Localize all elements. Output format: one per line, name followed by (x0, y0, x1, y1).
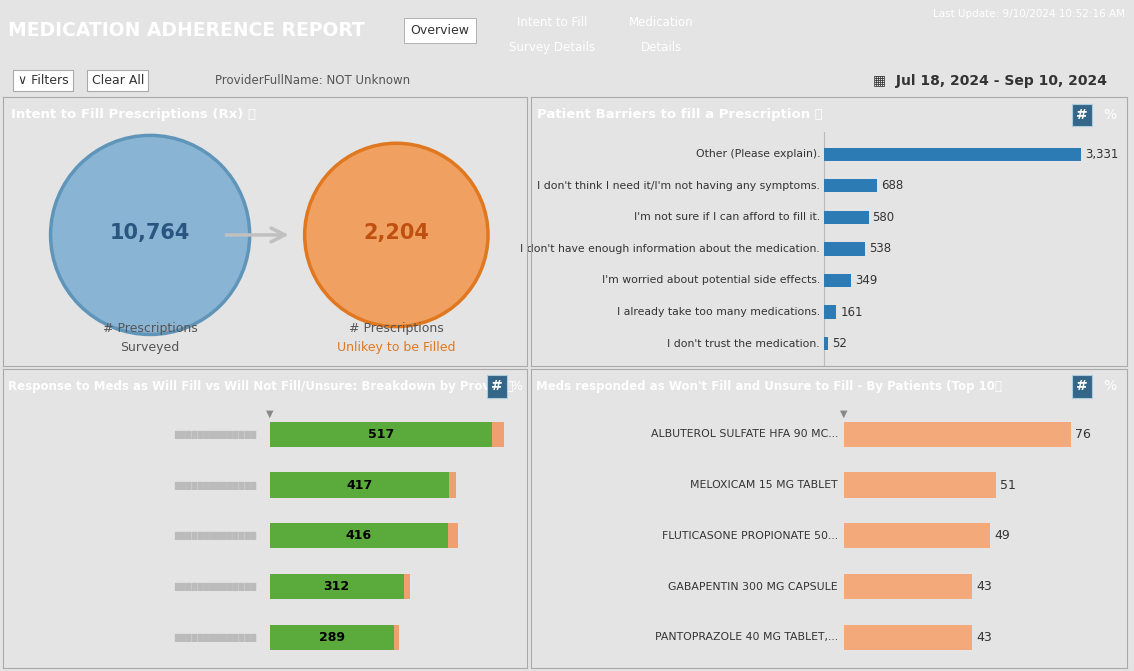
Bar (492, 421, 503, 447)
Text: Other (Please explain).: Other (Please explain). (695, 149, 820, 159)
Text: ProviderFullName: NOT Unknown: ProviderFullName: NOT Unknown (215, 74, 411, 87)
Text: ▼: ▼ (840, 409, 847, 419)
Text: MELOXICAM 15 MG TABLET: MELOXICAM 15 MG TABLET (691, 480, 838, 490)
Bar (824, 337, 828, 350)
Text: 161: 161 (840, 305, 863, 319)
Bar (844, 625, 972, 650)
Text: 76: 76 (1075, 428, 1091, 441)
Text: 52: 52 (831, 337, 847, 350)
Text: #: # (491, 380, 503, 393)
Bar (824, 305, 837, 319)
Text: I don't have enough information about the medication.: I don't have enough information about th… (521, 244, 820, 254)
Text: I already take too many medications.: I already take too many medications. (617, 307, 820, 317)
Text: Clear All: Clear All (92, 74, 144, 87)
Bar (824, 211, 869, 224)
Text: Survey Details: Survey Details (509, 42, 595, 54)
Text: ▦  Jul 18, 2024 - Sep 10, 2024: ▦ Jul 18, 2024 - Sep 10, 2024 (873, 74, 1107, 87)
Bar (844, 574, 972, 599)
Text: 3,331: 3,331 (1085, 148, 1118, 161)
Text: # Prescriptions: # Prescriptions (103, 322, 197, 335)
Text: GABAPENTIN 300 MG CAPSULE: GABAPENTIN 300 MG CAPSULE (668, 582, 838, 592)
Text: FLUTICASONE PROPIONATE 50...: FLUTICASONE PROPIONATE 50... (662, 531, 838, 541)
Text: ██████████████: ██████████████ (175, 582, 256, 591)
Text: 349: 349 (855, 274, 877, 287)
Bar (270, 574, 404, 599)
Text: ██████████████: ██████████████ (175, 430, 256, 439)
Text: ▼: ▼ (265, 409, 273, 419)
Text: 417: 417 (346, 478, 372, 492)
Text: %: % (1103, 380, 1116, 393)
Text: 416: 416 (346, 529, 372, 542)
Text: Medication: Medication (629, 16, 693, 29)
Text: ██████████████: ██████████████ (175, 531, 256, 540)
Text: 51: 51 (1000, 478, 1016, 492)
Bar (824, 242, 865, 256)
Text: Overview: Overview (411, 24, 469, 37)
Bar (270, 421, 492, 447)
Text: I'm worried about potential side effects.: I'm worried about potential side effects… (602, 276, 820, 285)
Bar (393, 625, 399, 650)
Bar (824, 274, 850, 287)
Bar (449, 472, 457, 498)
Bar (270, 625, 393, 650)
Bar (404, 574, 409, 599)
Bar (844, 472, 996, 498)
Bar (824, 179, 877, 193)
Text: 2,204: 2,204 (363, 223, 430, 243)
Text: 49: 49 (995, 529, 1010, 542)
Text: 10,764: 10,764 (110, 223, 191, 243)
Text: I don't trust the medication.: I don't trust the medication. (668, 339, 820, 349)
Text: #: # (1076, 108, 1089, 121)
Text: 43: 43 (976, 580, 992, 593)
Ellipse shape (305, 143, 488, 327)
Text: PANTOPRAZOLE 40 MG TABLET,...: PANTOPRAZOLE 40 MG TABLET,... (654, 632, 838, 642)
Text: %: % (510, 380, 523, 393)
Text: Intent to Fill: Intent to Fill (517, 16, 587, 29)
Bar (448, 523, 458, 548)
Text: I don't think I need it/I'm not having any symptoms.: I don't think I need it/I'm not having a… (538, 180, 820, 191)
Text: Patient Barriers to fill a Prescription ⓘ: Patient Barriers to fill a Prescription … (538, 108, 823, 121)
Text: #: # (1076, 380, 1089, 393)
Text: # Prescriptions: # Prescriptions (349, 322, 443, 335)
Text: 538: 538 (870, 242, 891, 256)
Text: ██████████████: ██████████████ (175, 480, 256, 490)
Text: 289: 289 (319, 631, 345, 643)
Text: ██████████████: ██████████████ (175, 633, 256, 641)
Text: Response to Meds as Will Fill vs Will Not Fill/Unsure: Breakdown by Provid ⓘ: Response to Meds as Will Fill vs Will No… (8, 380, 514, 393)
Text: Unlikey to be Filled: Unlikey to be Filled (337, 340, 456, 354)
Bar (270, 472, 449, 498)
Bar (824, 148, 1081, 161)
Ellipse shape (51, 136, 249, 334)
Text: Intent to Fill Prescriptions (Rx) ⓘ: Intent to Fill Prescriptions (Rx) ⓘ (11, 108, 256, 121)
Text: 688: 688 (881, 179, 903, 193)
Bar (844, 421, 1070, 447)
Text: Meds responded as Won't Fill and Unsure to Fill - By Patients (Top 10ⓘ: Meds responded as Won't Fill and Unsure … (536, 380, 1002, 393)
Text: Details: Details (641, 42, 682, 54)
Text: 580: 580 (872, 211, 895, 224)
Text: MEDICATION ADHERENCE REPORT: MEDICATION ADHERENCE REPORT (8, 21, 365, 40)
Bar (270, 523, 448, 548)
Text: ∨ Filters: ∨ Filters (18, 74, 68, 87)
Text: I'm not sure if I can afford to fill it.: I'm not sure if I can afford to fill it. (634, 213, 820, 222)
Bar (844, 523, 990, 548)
Text: Surveyed: Surveyed (120, 340, 179, 354)
Text: %: % (1103, 108, 1116, 121)
Text: 517: 517 (367, 428, 393, 441)
Text: ALBUTEROL SULFATE HFA 90 MC...: ALBUTEROL SULFATE HFA 90 MC... (651, 429, 838, 440)
Text: 312: 312 (323, 580, 349, 593)
Text: Last Update: 9/10/2024 10:52:16 AM: Last Update: 9/10/2024 10:52:16 AM (933, 9, 1125, 19)
Text: 43: 43 (976, 631, 992, 643)
